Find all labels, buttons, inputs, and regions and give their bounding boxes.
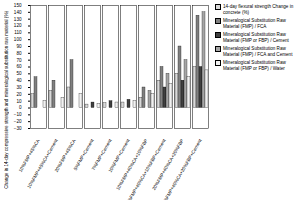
- svg-text:20%FMP+40%CA+20%FBP+Cement: 20%FMP+40%CA+20%FBP+Cement: [160, 138, 203, 200]
- svg-text:5%FMP+Cement: 5%FMP+Cement: [72, 138, 95, 172]
- svg-text:−20: −20: [14, 119, 22, 124]
- svg-text:60: 60: [16, 64, 22, 69]
- html-text:14-day flexural strength Chang: 14-day flexural strength Change in concr…: [223, 4, 294, 15]
- html-text:Mineralogical Substitution Raw: Mineralogical Substitution Raw Material …: [223, 60, 286, 71]
- svg-text:20: 20: [16, 92, 22, 97]
- svg-text:20%FMP+45%CA: 20%FMP+45%CA: [53, 138, 77, 173]
- svg-text:10%FMP+40%CA+10%FBP+Cement: 10%FMP+40%CA+10%FBP+Cement: [124, 138, 167, 200]
- svg-text:0: 0: [19, 105, 22, 110]
- svg-text:130: 130: [14, 17, 22, 22]
- svg-text:100: 100: [14, 37, 22, 42]
- svg-text:10%FMP+40%CA+10%FBP: 10%FMP+40%CA+10%FBP: [115, 138, 148, 191]
- svg-text:7%FMP+Cement: 7%FMP+Cement: [90, 138, 113, 172]
- svg-text:50: 50: [16, 71, 22, 76]
- html-text:Change in 14-day compressive s: Change in 14-day compressive strength an…: [3, 11, 9, 189]
- html-text:Mineralogical Substitution Raw: Mineralogical Substitution Raw Material …: [223, 32, 289, 43]
- svg-text:40: 40: [16, 78, 22, 83]
- svg-text:−30: −30: [14, 126, 22, 131]
- svg-text:10%FMP+45%CA+Cement: 10%FMP+45%CA+Cement: [26, 138, 59, 190]
- svg-text:10%FMP+Cement: 10%FMP+Cement: [107, 138, 131, 174]
- svg-text:−10: −10: [14, 112, 22, 117]
- svg-text:10: 10: [16, 99, 22, 104]
- svg-text:150: 150: [14, 3, 22, 8]
- html-text:Mineralogical Substitution Raw: Mineralogical Substitution Raw Material …: [223, 46, 293, 57]
- svg-text:20%FMP+40%CA+20%FBP: 20%FMP+40%CA+20%FBP: [151, 138, 184, 191]
- svg-text:140: 140: [14, 10, 22, 15]
- svg-text:90: 90: [16, 44, 22, 49]
- svg-text:120: 120: [14, 23, 22, 28]
- svg-text:70: 70: [16, 58, 22, 63]
- html-text:Mineralogical Substitution Raw: Mineralogical Substitution Raw Material …: [223, 18, 286, 29]
- svg-text:30: 30: [16, 85, 22, 90]
- svg-text:80: 80: [16, 51, 22, 56]
- svg-text:110: 110: [14, 30, 22, 35]
